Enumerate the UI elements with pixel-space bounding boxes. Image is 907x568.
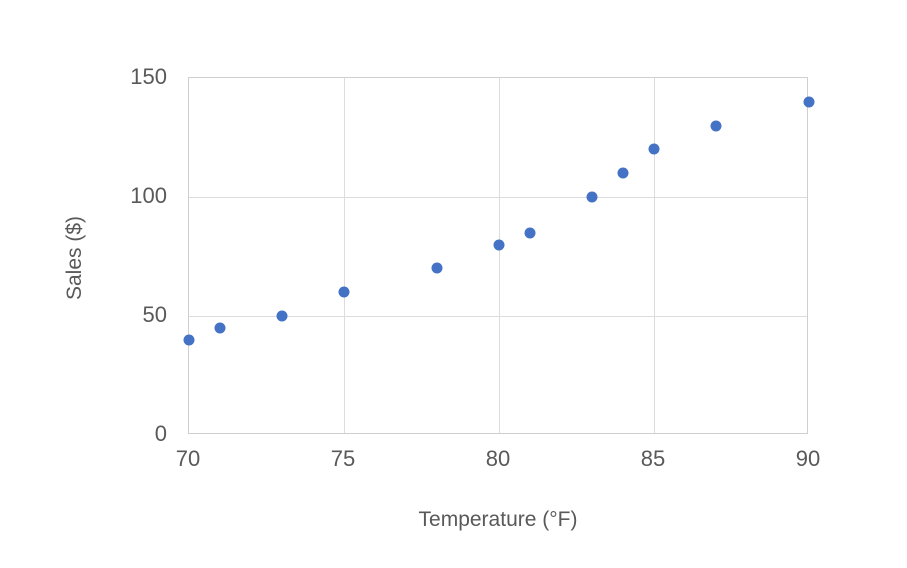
- data-point: [586, 191, 598, 203]
- data-point: [493, 239, 505, 251]
- y-axis-title: Sales ($): [63, 215, 86, 301]
- x-tick-label: 85: [640, 446, 666, 471]
- y-tick-label: 100: [130, 182, 167, 208]
- gridline-vertical: [344, 78, 345, 433]
- x-tick-label: 75: [330, 446, 356, 471]
- data-point: [183, 334, 195, 346]
- gridline-horizontal: [189, 316, 807, 317]
- data-point: [338, 286, 350, 298]
- plot-area: [183, 77, 815, 434]
- x-tick-label: 80: [485, 446, 511, 471]
- data-point: [524, 227, 536, 239]
- x-tick-label: 90: [795, 446, 821, 471]
- data-point: [617, 167, 629, 179]
- data-point: [214, 322, 226, 334]
- y-tick-label: 0: [154, 420, 167, 446]
- gridline-vertical: [499, 78, 500, 433]
- data-point: [276, 310, 288, 322]
- data-point: [803, 96, 815, 108]
- gridline-horizontal: [189, 197, 807, 198]
- x-tick-label: 70: [175, 446, 201, 471]
- x-axis-title: Temperature (°F): [418, 508, 578, 531]
- data-point: [431, 262, 443, 274]
- gridline-vertical: [654, 78, 655, 433]
- data-point: [648, 143, 660, 155]
- y-tick-label: 150: [130, 63, 167, 89]
- data-point: [710, 120, 722, 132]
- y-tick-label: 50: [142, 301, 167, 327]
